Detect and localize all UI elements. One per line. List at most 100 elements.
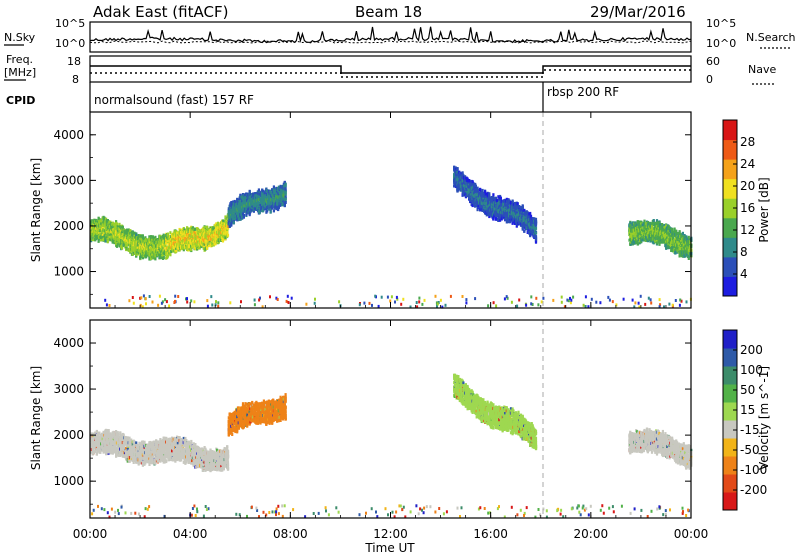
echo-cell xyxy=(224,215,227,219)
echo-cell xyxy=(206,226,209,230)
echo-cell xyxy=(221,236,224,239)
echo-cell xyxy=(456,167,459,171)
echo-cell xyxy=(117,225,120,229)
noise-sky-label: N.Sky xyxy=(4,31,36,44)
echo-cell xyxy=(97,218,100,222)
echo-cell xyxy=(146,249,149,253)
echo-cell xyxy=(163,247,166,251)
echo-cell xyxy=(104,237,107,241)
echo-cell xyxy=(224,236,227,240)
echo-cell xyxy=(221,239,225,243)
echo-cell xyxy=(208,234,211,238)
echo-cell xyxy=(479,187,482,191)
echo-cell xyxy=(90,237,93,241)
echo-cell xyxy=(190,248,193,252)
nave-tick-top: 60 xyxy=(706,55,720,68)
echo-cell xyxy=(232,221,235,225)
noise-panel: N.Sky 10^5 10^0 10^5 10^0 N.Search xyxy=(4,17,796,53)
echo-cell xyxy=(100,219,103,223)
echo-cell xyxy=(174,239,177,243)
date-title: 29/Mar/2016 xyxy=(590,3,686,21)
echo-cell xyxy=(205,241,208,245)
echo-cell xyxy=(230,209,233,213)
echo-cell xyxy=(203,243,206,247)
echo-cell xyxy=(212,239,215,243)
echo-cell xyxy=(230,223,233,227)
echo-cell xyxy=(186,242,189,246)
echo-cell xyxy=(105,217,108,221)
echo-cell xyxy=(207,228,210,232)
echo-cell xyxy=(170,250,173,253)
echo-cell xyxy=(118,222,121,226)
echo-cell xyxy=(202,244,205,248)
nave-trace xyxy=(90,69,691,78)
echo-cell xyxy=(106,240,109,244)
echo-cell xyxy=(140,247,143,251)
echo-cell xyxy=(99,229,102,233)
echo-cell xyxy=(154,235,157,239)
frequency-label-line2: [MHz] xyxy=(4,66,36,79)
noise-left-tick-top: 10^5 xyxy=(55,17,85,30)
echo-cell xyxy=(134,236,137,240)
echo-cell xyxy=(169,231,172,235)
noise-right-tick-bottom: 10^0 xyxy=(706,37,736,50)
echo-cell xyxy=(257,188,260,192)
echo-cell xyxy=(161,243,164,246)
echo-cell xyxy=(216,228,219,232)
echo-cell xyxy=(115,239,118,243)
echo-cell xyxy=(139,243,142,247)
echo-cell xyxy=(115,222,119,226)
echo-cell xyxy=(101,235,104,239)
echo-cell xyxy=(481,188,484,192)
echo-cell xyxy=(194,227,197,231)
echo-cell xyxy=(198,235,201,239)
echo-cell xyxy=(202,232,205,236)
frequency-label-line1: Freq. xyxy=(6,53,33,66)
cpid-label: CPID xyxy=(6,94,35,107)
echo-cell xyxy=(154,257,157,261)
echo-cell xyxy=(165,237,168,241)
echo-cell xyxy=(114,227,117,231)
echo-cell xyxy=(159,246,162,250)
echo-cell xyxy=(101,232,104,236)
echo-cell xyxy=(166,238,169,242)
cpid-row: CPID normalsound (fast) 157 RF rbsp 200 … xyxy=(6,82,619,112)
echo-cell xyxy=(123,235,126,239)
frequency-tick-bottom: 8 xyxy=(72,73,79,86)
echo-cell xyxy=(284,200,287,204)
echo-cell xyxy=(95,218,98,222)
echo-cell xyxy=(147,242,150,246)
echo-cell xyxy=(196,247,199,251)
echo-cell xyxy=(284,197,287,201)
radar-title: Adak East (fitACF) xyxy=(93,3,228,21)
echo-cell xyxy=(226,225,230,228)
echo-cell xyxy=(208,239,211,243)
echo-cell xyxy=(97,216,100,220)
echo-cell xyxy=(207,244,210,248)
echo-cell xyxy=(110,225,114,229)
echo-cell xyxy=(109,220,112,224)
echo-cell xyxy=(141,256,144,260)
frequency-panel: Freq. [MHz] 18 8 60 0 Nave xyxy=(4,53,776,86)
echo-cell xyxy=(144,236,147,240)
echo-cell xyxy=(110,232,114,236)
echo-cell xyxy=(174,241,177,245)
echo-cell xyxy=(284,182,287,186)
echo-cell xyxy=(269,210,272,214)
echo-cell xyxy=(181,246,184,250)
echo-cell xyxy=(139,234,142,238)
nave-label: Nave xyxy=(748,63,776,76)
frequency-trace xyxy=(90,65,691,74)
echo-cell xyxy=(484,190,487,194)
echo-cell xyxy=(182,248,185,252)
echo-cell xyxy=(164,243,167,247)
noise-sky-trace xyxy=(89,26,692,44)
echo-cell xyxy=(179,240,182,244)
echo-cell xyxy=(135,233,138,237)
echo-cell xyxy=(162,234,165,238)
echo-cell xyxy=(206,239,209,243)
echo-cell xyxy=(198,246,201,250)
echo-cell xyxy=(227,220,230,224)
echo-cell xyxy=(272,209,275,213)
